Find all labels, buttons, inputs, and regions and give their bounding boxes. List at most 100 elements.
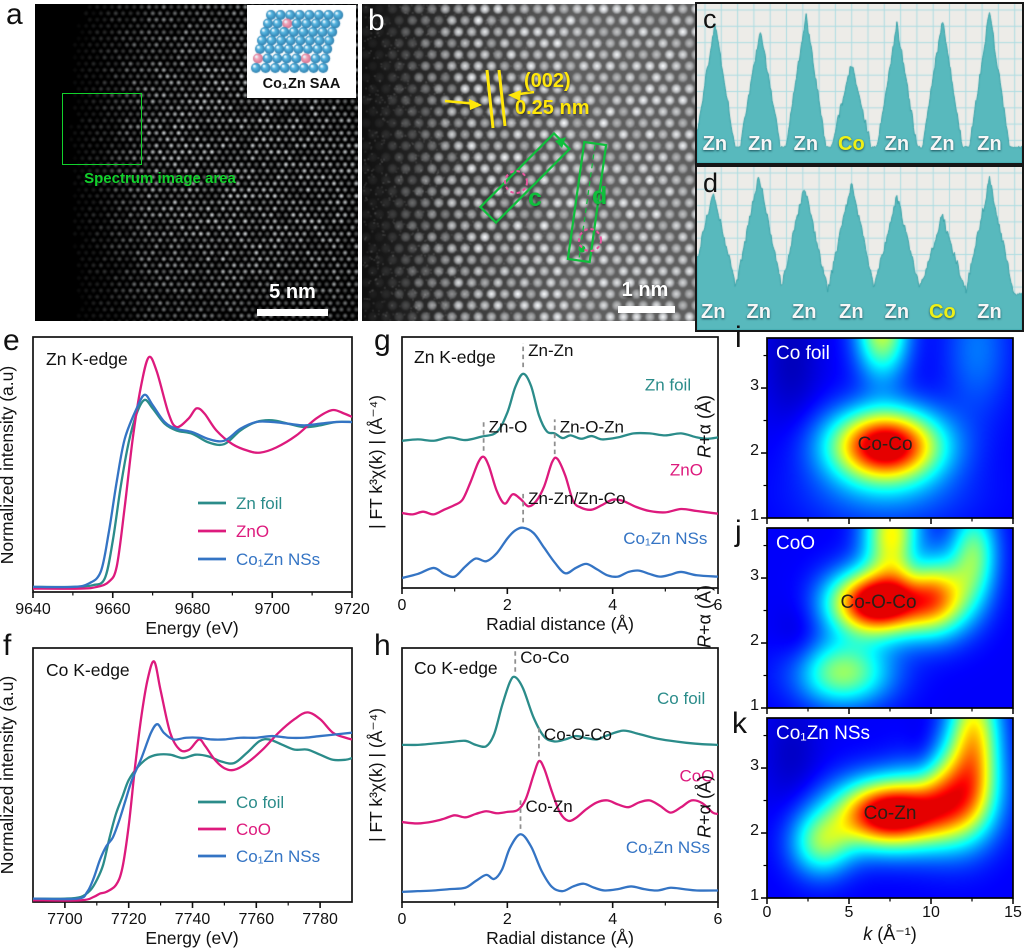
heatmap-y-axis-label: R+α (Å) (694, 775, 715, 838)
atom-label: Zn (839, 301, 864, 323)
xtick-label: 0 (398, 911, 407, 928)
atom-label: Zn (884, 133, 910, 155)
plane-label: (002) (524, 70, 571, 92)
panel-letter-j: j (735, 515, 742, 548)
ytick-label: 1 (750, 887, 759, 904)
panel-letter-i: i (735, 321, 742, 354)
chart-title: Co K-edge (46, 660, 130, 680)
stem-image-atomic (362, 4, 696, 321)
series-label: Zn foil (645, 376, 691, 395)
ytick-label: 1 (750, 507, 759, 524)
xtick-label: 6 (714, 911, 723, 928)
peak-annotation: Co-Zn (526, 797, 573, 816)
series-line (402, 526, 718, 580)
peak-annotation: Zn-Zn/Zn-Co (528, 489, 625, 508)
xtick-label: 6 (714, 597, 723, 614)
xtick-label: 4 (608, 597, 617, 614)
panel-letter-a: a (6, 0, 23, 31)
heatmap-title: Co₁Zn NSs (776, 723, 871, 744)
xtick-label: 15 (1004, 904, 1022, 921)
xtick-label: 9680 (175, 601, 211, 618)
atom-label: Zn (930, 133, 955, 155)
peak-annotation: Co-O-Co (544, 725, 612, 744)
wavelet-co-foil (767, 338, 1013, 518)
x-axis-label: Energy (eV) (145, 618, 238, 638)
series-line (33, 355, 352, 590)
series-label: Co foil (657, 689, 705, 708)
intensity-profile-c (695, 2, 1024, 165)
panel-letter-f: f (3, 629, 12, 662)
chart-title: Co K-edge (414, 658, 498, 678)
atom-label: Zn (792, 301, 817, 323)
panel-letter-b: b (368, 4, 385, 37)
series-line (402, 372, 718, 442)
inset-model-label: Co₁Zn SAA (262, 76, 341, 92)
xtick-label: 7720 (111, 911, 147, 928)
atom-label: Zn (977, 301, 1002, 323)
exafs-zn-chart: 0 2 4 6 Zn foil ZnO Co₁Zn NSs Zn-Zn Zn-O Zn-O-Zn Z… (366, 336, 723, 634)
axes-box (32, 647, 353, 903)
xtick-label: 10 (922, 904, 940, 921)
xtick-label: 9640 (15, 601, 51, 618)
axes-box (401, 647, 719, 903)
panel-letter-g: g (374, 324, 391, 357)
y-axis-label: | FT k³χ(k) | (Å⁻⁴) (366, 708, 386, 842)
panel-letter-k: k (732, 707, 747, 740)
panel-letter-e: e (3, 324, 20, 357)
heatmap-y-axis-label: R+α (Å) (694, 395, 715, 458)
series-line (402, 759, 718, 825)
xtick-label: 4 (608, 911, 617, 928)
peak-annotation: Co-Co (520, 648, 569, 667)
intensity-profile-d (695, 165, 1024, 332)
legend-label: Zn foil (236, 494, 282, 513)
atom-label: Zn (746, 301, 771, 323)
series-line (33, 660, 352, 902)
atom-label: Zn (793, 133, 819, 155)
panel-letter-h: h (374, 629, 391, 662)
series-line (33, 723, 352, 901)
xtick-label: 7740 (175, 911, 211, 928)
panel-letter-c: c (703, 4, 717, 34)
ytick-label: 3 (750, 567, 759, 585)
scale-bar-5nm-label: 5 nm (269, 281, 316, 303)
exafs-co-chart: 0 2 4 6 Co foil CoO Co₁Zn NSs Co-Co Co-O-Co Co-Zn… (366, 647, 723, 948)
xtick-label: 2 (503, 911, 512, 928)
co1zn-saa-model (247, 5, 356, 77)
y-axis-label: Normalized intensity (a.u) (0, 366, 17, 564)
heatmap-x-axis-label: k (Å⁻¹) (863, 924, 917, 944)
inset-model-box: Co₁Zn SAA (247, 5, 356, 98)
series-label: ZnO (670, 461, 703, 480)
x-axis-label: Radial distance (Å) (486, 614, 634, 634)
series-label: Co₁Zn NSs (626, 838, 710, 857)
xanes-co-chart: 7700 7720 7740 7760 7780 Co K-edge Normalized … (0, 647, 353, 948)
xtick-label: 0 (762, 904, 772, 921)
xtick-label: 0 (398, 597, 407, 614)
ytick-label: 3 (750, 757, 759, 775)
atom-label: Co (929, 301, 956, 323)
box-c-label: c (528, 184, 542, 212)
scale-bar-1nm (618, 306, 675, 313)
box-d-label: d (592, 182, 608, 210)
heatmap-y-axis-label: R+α (Å) (694, 585, 715, 648)
spacing-label: 0.25 nm (515, 97, 590, 119)
atom-label: Zn (701, 301, 726, 323)
chart-title: Zn K-edge (414, 347, 496, 367)
panel-letter-d: d (703, 168, 719, 198)
series-label: CoO (679, 766, 714, 785)
series-line (402, 455, 718, 516)
scale-bar-1nm-label: 1 nm (621, 279, 669, 301)
xtick-label: 7760 (239, 911, 275, 928)
legend-label: CoO (236, 820, 271, 839)
xtick-label: 9720 (334, 601, 370, 618)
bond-label: Co-O-Co (840, 591, 917, 613)
series-line (33, 737, 352, 900)
y-axis-label: Normalized intensity (a.u) (0, 676, 17, 874)
wavelet-coo (767, 528, 1013, 708)
heatmap-title: Co foil (776, 343, 830, 364)
bond-label: Co-Co (857, 434, 913, 456)
xtick-label: 7700 (47, 911, 83, 928)
chart-title: Zn K-edge (46, 349, 128, 369)
x-axis-label: Radial distance (Å) (486, 928, 634, 948)
atom-label: Zn (748, 133, 773, 155)
